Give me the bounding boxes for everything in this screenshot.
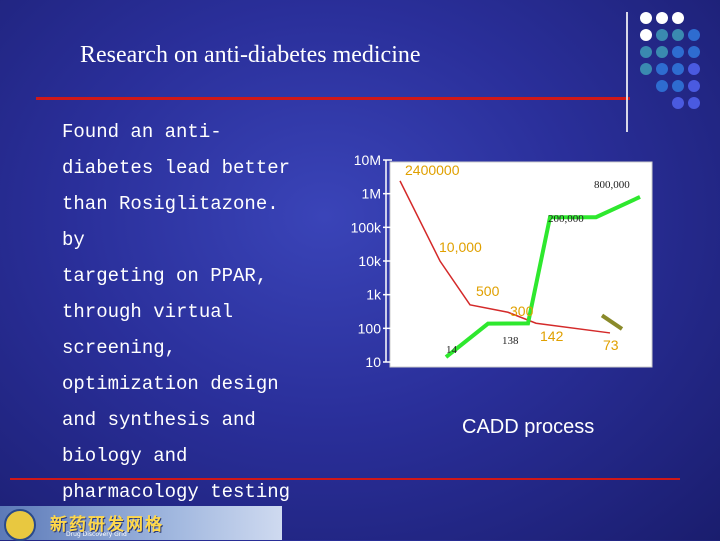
- decorative-dot: [672, 46, 684, 58]
- logo-emblem-icon: [4, 509, 36, 541]
- decorative-dot: [640, 12, 652, 24]
- y-tick-label: 1k: [366, 287, 382, 303]
- decorative-dot: [656, 63, 668, 75]
- decorative-dot: [688, 29, 700, 41]
- green-series-label: 800,000: [594, 179, 630, 191]
- decorative-dot: [672, 63, 684, 75]
- decorative-dot: [688, 80, 700, 92]
- y-tick-label: 1M: [362, 186, 381, 202]
- logo-text: 新药研发网格: [50, 515, 164, 535]
- body-text: Found an anti- diabetes lead better than…: [62, 121, 291, 503]
- y-tick-label: 10M: [354, 152, 381, 168]
- decorative-dot: [672, 29, 684, 41]
- green-series-label: 138: [502, 335, 519, 347]
- red-series-label: 300: [510, 303, 534, 319]
- vertical-divider: [626, 12, 628, 132]
- red-series-label: 73: [603, 337, 619, 353]
- red-series-label: 10,000: [439, 239, 482, 255]
- decorative-dot: [688, 63, 700, 75]
- logo-banner: 新药研发网格 Drug Discovery Grid: [0, 506, 282, 541]
- red-series-label: 500: [476, 283, 500, 299]
- green-series-label: 200,000: [548, 213, 584, 225]
- decorative-dot: [656, 12, 668, 24]
- decorative-dot: [640, 46, 652, 58]
- y-tick-label: 10k: [358, 253, 382, 269]
- decorative-dot: [672, 80, 684, 92]
- y-tick-label: 10: [365, 354, 381, 370]
- decorative-dot-grid: [640, 12, 706, 116]
- decorative-dot: [672, 12, 684, 24]
- green-series-label: 14: [446, 344, 458, 356]
- y-axis: 10M 1M 100k 10k 1k 100 10: [351, 152, 392, 370]
- slide-title: Research on anti-diabetes medicine: [80, 42, 421, 68]
- decorative-dot: [656, 80, 668, 92]
- decorative-dot: [640, 63, 652, 75]
- red-series-label: 142: [540, 328, 564, 344]
- y-tick-label: 100: [358, 320, 382, 336]
- red-series-line: [399, 180, 611, 334]
- decorative-dot: [688, 46, 700, 58]
- decorative-dot: [656, 29, 668, 41]
- green-series-line: [444, 195, 641, 359]
- series-layer: [399, 180, 641, 359]
- cadd-chart: 10M 1M 100k 10k 1k 100 10 2400000 10,000 500 300 1…: [351, 152, 653, 370]
- title-divider: [36, 97, 630, 100]
- decorative-dot: [640, 29, 652, 41]
- decorative-dot: [656, 46, 668, 58]
- data-label-layer: 2400000 10,000 500 300 142 73 14 138 200,000 800,…: [405, 162, 630, 356]
- olive-series-line: [600, 313, 624, 331]
- chart-caption: CADD process: [462, 416, 595, 438]
- decorative-dot: [672, 97, 684, 109]
- bottom-divider: [10, 478, 680, 480]
- logo-subtext: Drug Discovery Grid: [66, 531, 127, 538]
- red-series-label: 2400000: [405, 162, 460, 178]
- decorative-dot: [688, 97, 700, 109]
- y-tick-label: 100k: [351, 219, 382, 235]
